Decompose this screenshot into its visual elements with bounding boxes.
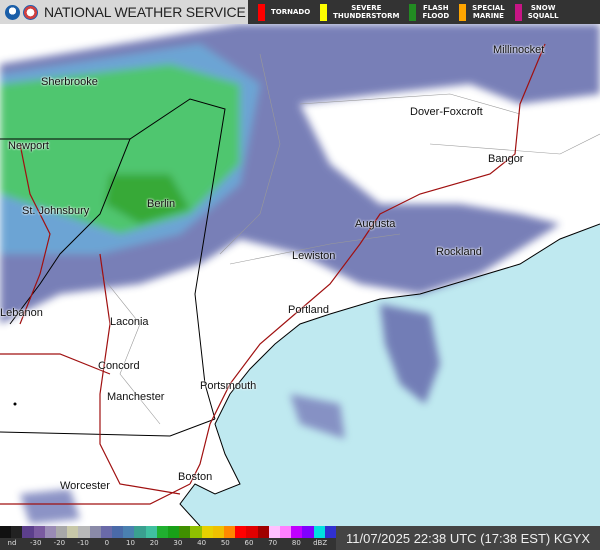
color-swatch bbox=[212, 526, 225, 538]
city-label: Dover-Foxcroft bbox=[410, 106, 483, 118]
legend-tick: -10 bbox=[77, 539, 89, 547]
warning-legend: TORNADO SEVERE THUNDERSTORM FLASH FLOOD SPE… bbox=[248, 0, 600, 24]
warning-label: SPECIAL MARINE bbox=[472, 4, 505, 20]
legend-ticks: nd -30 -20 -10 0 10 20 30 40 50 60 70 80 dBZ bbox=[0, 539, 336, 550]
warning-label: TORNADO bbox=[271, 8, 311, 16]
city-label: Sherbrooke bbox=[41, 76, 98, 88]
color-swatch bbox=[324, 526, 337, 538]
city-label: Newport bbox=[8, 140, 49, 152]
color-swatch bbox=[291, 526, 303, 538]
legend-tick: 70 bbox=[268, 539, 278, 547]
legend-tick: -20 bbox=[53, 539, 66, 547]
color-swatch bbox=[280, 526, 292, 538]
ocean bbox=[180, 224, 600, 526]
color-swatch bbox=[0, 526, 12, 538]
city-label: Rockland bbox=[436, 246, 482, 258]
legend-tick: 40 bbox=[197, 539, 207, 547]
radar-echoes bbox=[0, 24, 600, 524]
city-dots bbox=[13, 402, 17, 406]
warning-label: FLASH FLOOD bbox=[422, 4, 450, 20]
color-swatch bbox=[44, 526, 57, 538]
city-label: Lewiston bbox=[292, 250, 336, 262]
color-swatch bbox=[179, 526, 191, 538]
color-swatch bbox=[190, 526, 202, 538]
color-swatch bbox=[156, 526, 169, 538]
ocean-overlay bbox=[179, 223, 600, 526]
radar-map[interactable] bbox=[0, 24, 600, 526]
color-swatch bbox=[224, 526, 236, 538]
warning-severe: SEVERE THUNDERSTORM bbox=[320, 3, 400, 21]
warning-swatch bbox=[409, 3, 417, 21]
city-label: Berlin bbox=[147, 198, 176, 210]
legend-tick: 10 bbox=[126, 539, 135, 547]
warning-snow: SNOW SQUALL bbox=[514, 3, 559, 21]
legend-tick: 20 bbox=[149, 539, 159, 547]
color-swatch bbox=[235, 526, 247, 538]
city-label: Laconia bbox=[110, 316, 149, 328]
color-swatch bbox=[56, 526, 68, 538]
site-title: NATIONAL WEATHER SERVICE bbox=[44, 4, 246, 20]
nws-logo-icon bbox=[23, 4, 38, 20]
warning-label: SNOW SQUALL bbox=[527, 4, 559, 20]
warning-label: SEVERE THUNDERSTORM bbox=[333, 4, 400, 20]
timestamp: 11/07/2025 22:38 UTC (17:38 EST) KGYX bbox=[336, 526, 600, 550]
color-swatch bbox=[134, 526, 146, 538]
legend-tick: 60 bbox=[244, 539, 254, 547]
color-swatch bbox=[145, 526, 157, 538]
city-label: Augusta bbox=[355, 218, 396, 230]
color-swatch bbox=[257, 526, 269, 538]
reflectivity-legend: nd -30 -20 -10 0 10 20 30 40 50 60 70 80 dBZ bbox=[0, 526, 337, 550]
header-bar: NATIONAL WEATHER SERVICE TORNADO SEVERE T… bbox=[0, 0, 600, 24]
city-label: Boston bbox=[178, 471, 213, 483]
legend-tick: -30 bbox=[29, 539, 42, 547]
legend-tick: 30 bbox=[173, 539, 183, 547]
highways bbox=[0, 43, 546, 505]
city-label: Worcester bbox=[60, 480, 110, 492]
warning-swatch bbox=[514, 3, 522, 21]
city-label: Lebanon bbox=[0, 307, 43, 319]
city-label: Bangor bbox=[488, 153, 524, 165]
warning-swatch bbox=[320, 3, 328, 21]
color-swatch bbox=[112, 526, 124, 538]
legend-tick: dBZ bbox=[313, 539, 328, 547]
color-swatch bbox=[33, 526, 45, 538]
color-swatch bbox=[168, 526, 180, 538]
warning-special: SPECIAL MARINE bbox=[459, 3, 505, 21]
nws-brand: NATIONAL WEATHER SERVICE bbox=[0, 0, 248, 24]
warning-flash: FLASH FLOOD bbox=[409, 3, 450, 21]
legend-tick: 50 bbox=[220, 539, 230, 547]
color-swatch bbox=[89, 526, 101, 538]
warning-swatch bbox=[258, 3, 265, 21]
county-borders bbox=[99, 53, 600, 425]
color-swatch bbox=[201, 526, 213, 538]
noaa-logo-icon bbox=[5, 4, 20, 20]
color-swatch bbox=[22, 526, 34, 538]
color-bar bbox=[0, 526, 337, 538]
city-label: Portsmouth bbox=[200, 380, 257, 392]
legend-tick: 80 bbox=[291, 539, 301, 547]
city-label: Millinocket bbox=[493, 44, 545, 56]
color-swatch bbox=[246, 526, 258, 538]
color-swatch bbox=[313, 526, 325, 538]
color-swatch bbox=[67, 526, 79, 538]
warning-swatch bbox=[459, 3, 467, 21]
color-swatch bbox=[100, 526, 113, 538]
legend-tick: 0 bbox=[104, 539, 110, 547]
state-borders bbox=[0, 98, 226, 437]
city-label: St. Johnsbury bbox=[22, 205, 90, 217]
color-swatch bbox=[78, 526, 90, 538]
warning-tornado: TORNADO bbox=[258, 3, 311, 21]
color-swatch bbox=[302, 526, 314, 538]
city-label: Concord bbox=[98, 360, 140, 372]
city-label: Manchester bbox=[107, 391, 165, 403]
color-swatch bbox=[123, 526, 135, 538]
color-swatch bbox=[11, 526, 23, 538]
city-label: Portland bbox=[288, 304, 329, 316]
legend-tick: nd bbox=[7, 539, 17, 547]
color-swatch bbox=[268, 526, 281, 538]
